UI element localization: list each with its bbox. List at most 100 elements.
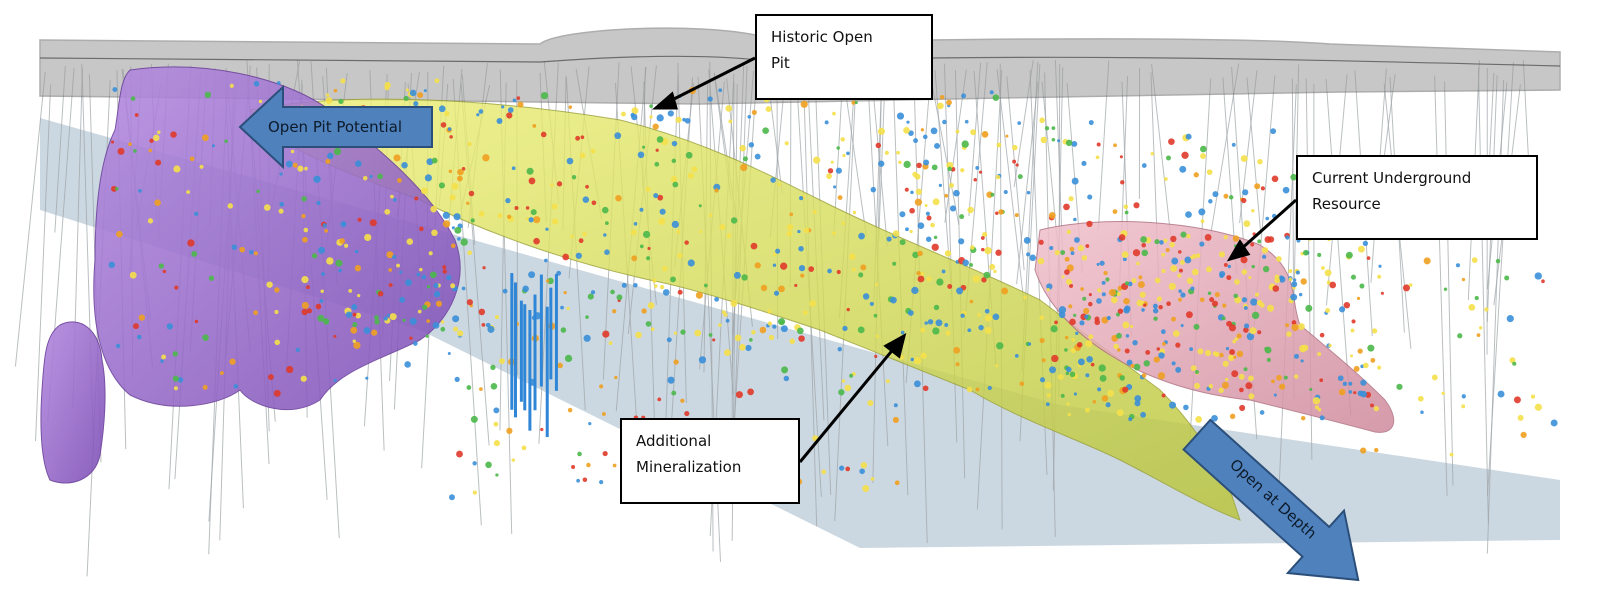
assay-point [421, 187, 428, 195]
assay-point [1122, 386, 1129, 393]
assay-point [846, 307, 850, 312]
assay-point [809, 300, 817, 307]
assay-intercept-bar [539, 274, 543, 387]
assay-point [1101, 316, 1109, 324]
assay-point [802, 310, 808, 316]
assay-point [1206, 169, 1213, 176]
assay-point [325, 93, 330, 97]
assay-point [1122, 257, 1127, 262]
assay-point [350, 326, 358, 334]
assay-point [1251, 311, 1260, 320]
assay-point [612, 463, 617, 468]
assay-point [1115, 312, 1120, 317]
assay-point [1417, 395, 1424, 402]
assay-point [1064, 256, 1070, 262]
assay-point [137, 334, 142, 340]
assay-point [357, 294, 361, 298]
assay-point [837, 346, 843, 352]
assay-point [852, 210, 857, 215]
assay-point [708, 333, 713, 337]
assay-point [990, 192, 995, 197]
assay-point [112, 87, 118, 92]
assay-point [1262, 265, 1270, 273]
assay-point [493, 440, 500, 447]
assay-point [1476, 333, 1481, 338]
assay-point [522, 285, 529, 293]
assay-point [496, 118, 503, 124]
assay-point [955, 129, 960, 134]
assay-point [1208, 384, 1214, 389]
assay-point [670, 276, 676, 283]
assay-point [930, 222, 935, 228]
assay-point [396, 263, 400, 268]
assay-point [355, 312, 362, 319]
assay-point [1140, 411, 1147, 418]
assay-point [751, 109, 757, 115]
assay-point [457, 168, 464, 176]
assay-point [591, 200, 597, 206]
assay-point [155, 159, 162, 166]
assay-point [798, 246, 804, 252]
assay-point [552, 218, 559, 225]
assay-point [857, 326, 865, 334]
assay-point [111, 185, 118, 192]
assay-point [406, 238, 414, 245]
assay-point [1250, 242, 1255, 247]
assay-point [1037, 257, 1045, 265]
assay-point [659, 284, 665, 290]
assay-point [405, 279, 412, 287]
assay-point [650, 327, 655, 332]
assay-point [1186, 277, 1194, 285]
assay-point [749, 338, 753, 342]
assay-point [322, 223, 327, 228]
assay-point [340, 221, 347, 228]
assay-point [1319, 332, 1325, 338]
assay-point [1159, 240, 1164, 245]
assay-point [1005, 134, 1009, 138]
assay-point [560, 305, 564, 310]
assay-point [582, 477, 588, 483]
assay-point [953, 189, 960, 197]
assay-point [910, 357, 914, 362]
assay-point [1141, 373, 1147, 378]
assay-point [1085, 407, 1090, 413]
assay-point [909, 207, 915, 214]
assay-point [1231, 142, 1236, 147]
assay-point [621, 111, 626, 117]
assay-point [935, 319, 943, 327]
assay-point [1275, 256, 1282, 262]
assay-point [274, 287, 280, 293]
assay-point [922, 134, 928, 140]
assay-point [490, 364, 496, 370]
assay-point [1256, 299, 1263, 306]
assay-point [925, 211, 930, 216]
assay-point [571, 464, 576, 470]
assay-point [821, 469, 827, 475]
assay-point [290, 149, 295, 154]
assay-point [1046, 288, 1050, 292]
assay-point [931, 243, 939, 251]
assay-point [942, 119, 947, 125]
assay-point [1180, 324, 1184, 328]
assay-point [306, 285, 310, 290]
assay-point [1003, 189, 1008, 195]
assay-point [800, 100, 808, 108]
assay-point [1293, 278, 1297, 282]
assay-point [873, 313, 878, 318]
assay-point [877, 127, 886, 135]
assay-point [321, 272, 325, 276]
assay-point [654, 161, 660, 167]
assay-point [466, 201, 470, 205]
assay-point [1283, 375, 1288, 380]
assay-point [274, 339, 281, 346]
assay-point [451, 226, 455, 230]
assay-point [485, 461, 492, 469]
assay-point [944, 322, 949, 327]
assay-point [1131, 278, 1137, 284]
assay-point [1290, 293, 1298, 301]
assay-point [1060, 250, 1066, 255]
assay-point [832, 111, 836, 116]
assay-point [1183, 404, 1189, 411]
assay-point [1097, 387, 1102, 392]
assay-point [670, 175, 678, 183]
